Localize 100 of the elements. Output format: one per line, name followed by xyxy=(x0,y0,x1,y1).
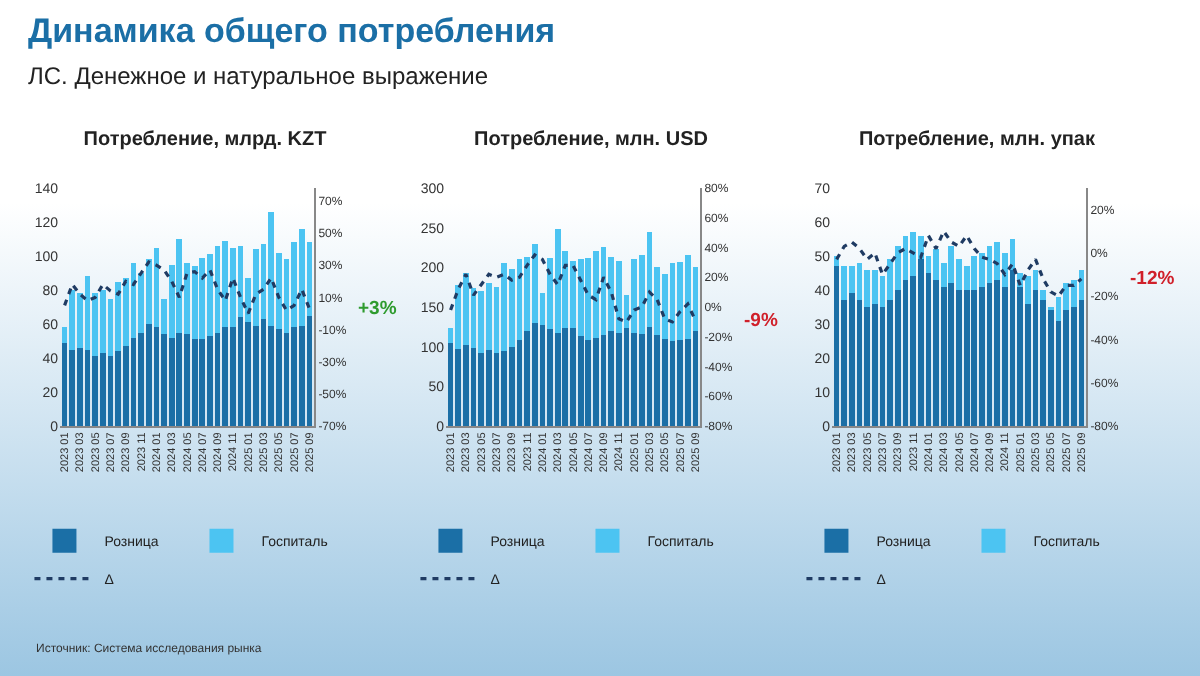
bar xyxy=(631,259,638,334)
bar xyxy=(677,261,683,340)
bar xyxy=(638,333,645,426)
bar xyxy=(99,290,106,353)
text: Динамика общего потребления xyxy=(28,12,556,52)
bar xyxy=(871,269,878,304)
bar xyxy=(616,333,622,426)
bar xyxy=(184,334,190,426)
bar xyxy=(268,211,275,326)
bar xyxy=(940,286,947,426)
bar xyxy=(654,334,661,426)
bar xyxy=(948,283,955,426)
bar xyxy=(485,349,492,426)
bar xyxy=(849,266,855,294)
bar xyxy=(585,257,592,341)
bar xyxy=(684,255,691,339)
bar xyxy=(994,242,1001,280)
bar xyxy=(298,228,305,326)
bar xyxy=(222,327,229,426)
bar xyxy=(1024,276,1031,304)
bar xyxy=(478,291,485,354)
bar xyxy=(478,353,485,426)
bar xyxy=(684,338,691,426)
bar xyxy=(161,334,167,426)
bar xyxy=(971,256,978,290)
bar xyxy=(191,339,198,426)
bar xyxy=(524,330,530,426)
line-series xyxy=(62,260,311,316)
bar xyxy=(547,329,553,426)
bar xyxy=(92,356,99,426)
bar xyxy=(252,249,259,326)
bar xyxy=(463,272,469,346)
bar xyxy=(275,329,282,426)
bar xyxy=(207,335,213,426)
text: -12% xyxy=(1130,268,1176,290)
bar xyxy=(291,327,297,426)
text: ЛС. Денежное и натуральное выражение xyxy=(28,62,489,90)
bar xyxy=(917,259,924,426)
bar xyxy=(864,307,871,426)
bar xyxy=(593,251,599,338)
bar xyxy=(593,337,599,426)
bar xyxy=(115,281,122,352)
bar xyxy=(979,252,985,287)
bar xyxy=(554,229,561,334)
bar xyxy=(122,346,129,426)
bar xyxy=(199,257,206,340)
bar xyxy=(971,290,978,426)
bar xyxy=(176,332,183,426)
bar xyxy=(616,260,622,334)
bar xyxy=(871,303,878,426)
bar xyxy=(910,232,916,277)
bar xyxy=(252,325,259,426)
bar xyxy=(138,332,144,426)
bar xyxy=(1040,290,1047,301)
bar xyxy=(485,283,492,350)
bar xyxy=(979,286,985,426)
bar xyxy=(948,245,955,284)
bar xyxy=(933,279,939,426)
bar xyxy=(463,345,469,426)
bar xyxy=(245,322,252,426)
bar xyxy=(531,243,538,323)
text: +3% xyxy=(358,298,398,320)
bar xyxy=(963,290,970,426)
bar xyxy=(933,249,939,280)
bar xyxy=(207,254,213,336)
bar xyxy=(199,339,206,426)
bar xyxy=(841,266,848,301)
bar xyxy=(956,290,962,426)
text: -9% xyxy=(744,310,779,332)
bar xyxy=(99,352,106,426)
bar xyxy=(577,336,584,426)
bar xyxy=(455,349,462,426)
bar xyxy=(501,263,508,351)
bar xyxy=(222,240,229,328)
bar xyxy=(531,322,538,426)
bar xyxy=(168,337,175,426)
bar xyxy=(69,349,76,426)
bar xyxy=(631,333,638,426)
bar xyxy=(849,293,855,426)
bar xyxy=(69,290,76,350)
bar xyxy=(554,333,561,426)
chart-title: Потребление, млн. упак xyxy=(858,129,1097,152)
bar xyxy=(864,269,871,307)
bar xyxy=(191,266,198,340)
bar xyxy=(1063,310,1069,426)
bar xyxy=(501,350,508,426)
line-series xyxy=(449,253,697,324)
bar xyxy=(608,330,615,426)
bar xyxy=(661,338,668,426)
bar xyxy=(1070,307,1077,426)
bar xyxy=(994,279,1001,426)
bar xyxy=(562,328,569,426)
bar xyxy=(508,346,515,426)
line-series xyxy=(835,229,1083,298)
bar xyxy=(77,347,83,426)
bar xyxy=(268,325,275,426)
bar xyxy=(230,247,236,328)
bar xyxy=(145,324,152,426)
bar xyxy=(115,351,122,426)
bar xyxy=(176,239,183,333)
